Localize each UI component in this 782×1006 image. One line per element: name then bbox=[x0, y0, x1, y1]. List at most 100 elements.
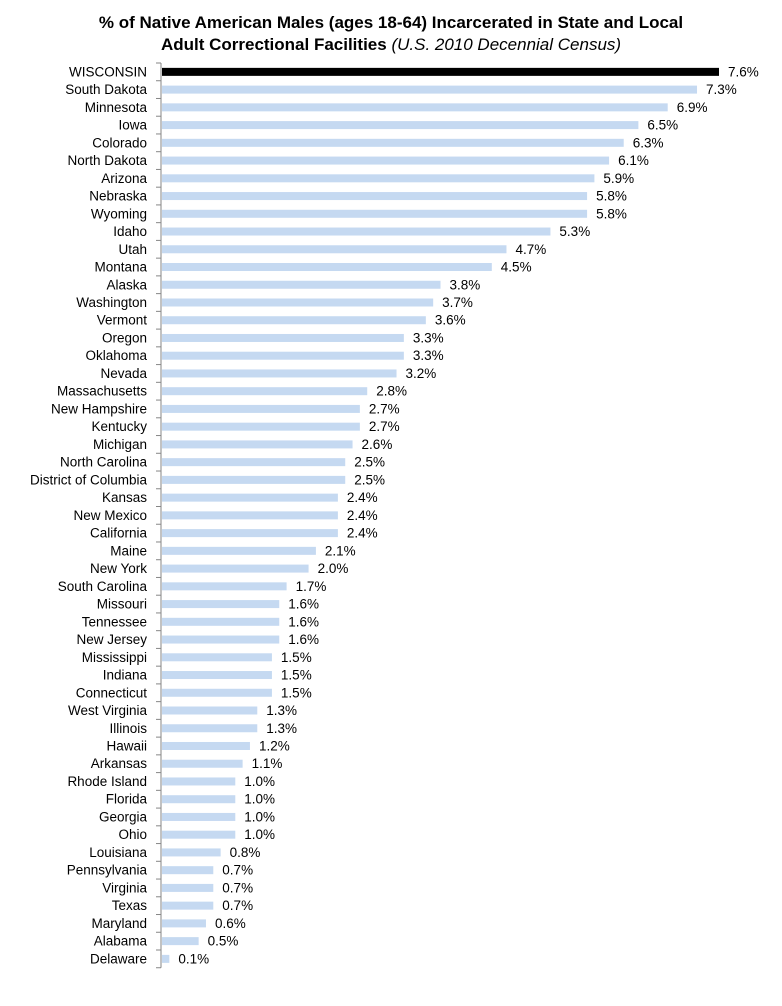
category-label: North Carolina bbox=[60, 455, 148, 470]
category-label: Maine bbox=[110, 543, 147, 558]
bar bbox=[162, 475, 346, 484]
bar bbox=[162, 688, 272, 697]
bar bbox=[162, 156, 610, 165]
category-label: New York bbox=[90, 561, 147, 576]
labels-layer: WISCONSIN 7.6% South Dakota 7.3% Minnesota 6.… bbox=[30, 64, 759, 966]
value-label: 3.3% bbox=[413, 330, 444, 345]
category-label: Colorado bbox=[92, 135, 147, 150]
value-label: 1.7% bbox=[296, 579, 327, 594]
value-label: 3.8% bbox=[450, 277, 481, 292]
bar bbox=[162, 369, 397, 378]
category-label: Rhode Island bbox=[67, 774, 147, 789]
category-label: Missouri bbox=[97, 597, 147, 612]
value-label: 2.5% bbox=[354, 472, 385, 487]
value-label: 3.3% bbox=[413, 348, 444, 363]
value-label: 1.2% bbox=[259, 738, 290, 753]
value-label: 1.0% bbox=[244, 827, 275, 842]
category-label: Hawaii bbox=[106, 738, 147, 753]
bar bbox=[162, 901, 214, 910]
category-label: Indiana bbox=[103, 668, 148, 683]
bar bbox=[162, 812, 236, 821]
category-label: Delaware bbox=[90, 951, 147, 966]
value-label: 3.2% bbox=[406, 366, 437, 381]
value-label: 2.4% bbox=[347, 508, 378, 523]
value-label: 1.3% bbox=[266, 703, 297, 718]
bar bbox=[162, 67, 719, 76]
bar bbox=[162, 458, 346, 467]
value-label: 1.5% bbox=[281, 650, 312, 665]
category-label: New Hampshire bbox=[51, 401, 147, 416]
value-label: 1.5% bbox=[281, 685, 312, 700]
category-label: Wyoming bbox=[91, 206, 147, 221]
category-label: WISCONSIN bbox=[69, 64, 147, 79]
bar bbox=[162, 404, 360, 413]
value-label: 2.7% bbox=[369, 401, 400, 416]
category-label: Montana bbox=[94, 260, 147, 275]
bar bbox=[162, 245, 507, 254]
bar bbox=[162, 351, 404, 360]
chart-title-main2: Adult Correctional Facilities bbox=[160, 35, 387, 54]
bar bbox=[162, 227, 551, 236]
category-label: Florida bbox=[106, 792, 148, 807]
bar bbox=[162, 298, 434, 307]
category-label: California bbox=[90, 526, 148, 541]
category-label: New Jersey bbox=[76, 632, 147, 647]
bar bbox=[162, 883, 214, 892]
value-label: 6.1% bbox=[618, 153, 649, 168]
bar bbox=[162, 209, 588, 218]
category-label: Nevada bbox=[100, 366, 147, 381]
value-label: 2.0% bbox=[318, 561, 349, 576]
bar bbox=[162, 706, 258, 715]
bar bbox=[162, 866, 214, 875]
category-label: Oregon bbox=[102, 330, 147, 345]
chart-title-line2: Adult Correctional Facilities (U.S. 2010… bbox=[0, 34, 782, 56]
value-label: 2.6% bbox=[362, 437, 393, 452]
category-label: Idaho bbox=[113, 224, 147, 239]
bar bbox=[162, 600, 280, 609]
bar bbox=[162, 617, 280, 626]
value-label: 1.1% bbox=[252, 756, 283, 771]
category-label: West Virginia bbox=[68, 703, 148, 718]
value-label: 6.3% bbox=[633, 135, 664, 150]
bar bbox=[162, 848, 221, 857]
bar bbox=[162, 653, 272, 662]
value-label: 1.6% bbox=[288, 632, 319, 647]
category-label: South Carolina bbox=[58, 579, 148, 594]
bar bbox=[162, 529, 338, 538]
bar bbox=[162, 919, 206, 928]
category-label: Louisiana bbox=[89, 845, 147, 860]
value-label: 2.4% bbox=[347, 526, 378, 541]
category-label: Michigan bbox=[93, 437, 147, 452]
bar bbox=[162, 493, 338, 502]
category-label: Alabama bbox=[94, 934, 148, 949]
category-label: New Mexico bbox=[73, 508, 147, 523]
category-label: Virginia bbox=[102, 880, 147, 895]
bar bbox=[162, 741, 250, 750]
bar bbox=[162, 830, 236, 839]
value-label: 4.5% bbox=[501, 260, 532, 275]
category-label: Connecticut bbox=[76, 685, 148, 700]
value-label: 6.9% bbox=[677, 100, 708, 115]
category-label: Nebraska bbox=[89, 189, 147, 204]
category-label: South Dakota bbox=[65, 82, 147, 97]
bar bbox=[162, 316, 426, 325]
category-label: Minnesota bbox=[85, 100, 148, 115]
bar bbox=[162, 192, 588, 201]
category-label: Vermont bbox=[97, 313, 148, 328]
bar bbox=[162, 280, 441, 289]
category-label: Massachusetts bbox=[57, 384, 147, 399]
value-label: 1.0% bbox=[244, 774, 275, 789]
value-label: 1.6% bbox=[288, 614, 319, 629]
value-label: 7.3% bbox=[706, 82, 737, 97]
category-label: Mississippi bbox=[82, 650, 147, 665]
bar bbox=[162, 777, 236, 786]
bar bbox=[162, 422, 360, 431]
bar bbox=[162, 582, 287, 591]
bar bbox=[162, 387, 368, 396]
value-label: 1.3% bbox=[266, 721, 297, 736]
category-label: Pennsylvania bbox=[67, 863, 148, 878]
category-label: North Dakota bbox=[67, 153, 147, 168]
value-label: 3.7% bbox=[442, 295, 473, 310]
chart-title-line1: % of Native American Males (ages 18-64) … bbox=[98, 13, 684, 32]
value-label: 5.9% bbox=[603, 171, 634, 186]
